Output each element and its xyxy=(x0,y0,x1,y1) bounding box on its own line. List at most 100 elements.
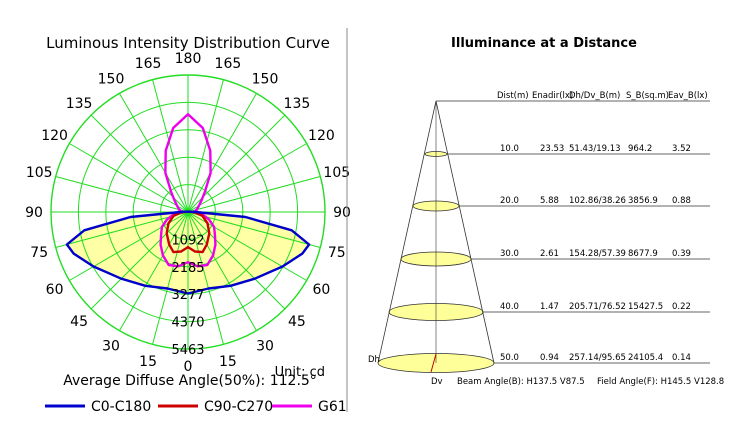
radial-tick-label: 1092 xyxy=(171,233,204,248)
table-cell: 154.28/57.39 xyxy=(569,249,626,259)
angle-tick-label: 30 xyxy=(256,338,274,354)
grid-spoke xyxy=(152,211,189,345)
table-cell: 30.0 xyxy=(500,249,519,259)
radial-tick-label: 3277 xyxy=(171,288,204,303)
angle-tick-label: 90 xyxy=(25,205,43,221)
angle-tick-label: 165 xyxy=(135,56,162,72)
table-column-header: Enadir(lx) xyxy=(532,91,573,101)
angle-tick-label: 150 xyxy=(252,72,279,88)
illuminance-table: Dist(m) Enadir(lx)Dh/Dv_B(m) S_B(sq.m) Eav_… xyxy=(368,91,724,387)
cone-edge-left xyxy=(377,100,437,364)
table-cell: 0.94 xyxy=(540,353,559,363)
angle-tick-label: 15 xyxy=(219,354,237,370)
radial-tick-label: 2185 xyxy=(171,261,204,276)
table-cell: 8677.9 xyxy=(628,249,658,259)
dh-label: Dh xyxy=(368,355,380,365)
grid-spoke xyxy=(119,93,189,213)
grid-spoke xyxy=(187,79,224,213)
table-cell: 23.53 xyxy=(540,144,564,154)
angle-tick-label: 75 xyxy=(30,245,48,261)
legend-label: G61 xyxy=(318,399,347,415)
grid-spoke xyxy=(55,211,189,248)
table-cell: 15427.5 xyxy=(628,302,663,312)
angle-tick-label: 150 xyxy=(98,72,125,88)
dv-label: Dv xyxy=(431,377,443,387)
table-cell: 5.88 xyxy=(540,196,559,206)
table-cell: 0.22 xyxy=(672,302,691,312)
table-cell: 40.0 xyxy=(500,302,519,312)
polar-chart-title: Luminous Intensity Distribution Curve xyxy=(46,34,330,52)
table-cell: 257.14/95.65 xyxy=(569,353,626,363)
angle-tick-label: 120 xyxy=(41,128,68,144)
table-cell: 0.14 xyxy=(672,353,691,363)
grid-spoke xyxy=(152,79,189,213)
grid-spoke xyxy=(187,143,307,213)
grid-spoke xyxy=(187,211,224,345)
grid-spoke xyxy=(69,143,189,213)
grid-spoke xyxy=(187,93,257,213)
angle-tick-label: 45 xyxy=(288,314,306,330)
radial-tick-label: 5463 xyxy=(171,343,204,358)
average-diffuse-angle: Average Diffuse Angle(50%): 112.5° xyxy=(63,373,317,389)
table-cell: 205.71/76.52 xyxy=(569,302,626,312)
angle-tick-label: 105 xyxy=(26,165,53,181)
table-cell: 50.0 xyxy=(500,353,519,363)
angle-tick-label: 135 xyxy=(66,96,93,112)
table-cell: 102.86/38.26 xyxy=(569,196,626,206)
polar-series-layer xyxy=(65,113,311,295)
grid-spoke xyxy=(187,211,257,331)
illuminance-title: Illuminance at a Distance xyxy=(451,36,637,51)
illuminance-panel: Illuminance at a Distance Dist(m) Enadir(… xyxy=(368,36,724,387)
legend-label: C90-C270 xyxy=(204,399,273,415)
table-cell: 3.52 xyxy=(672,144,691,154)
table-column-header: Dist(m) xyxy=(497,91,529,101)
table-cell: 1.47 xyxy=(540,302,559,312)
table-cell: 51.43/19.13 xyxy=(569,144,621,154)
table-cell: 2.61 xyxy=(540,249,559,259)
radial-tick-label: 4370 xyxy=(171,316,204,331)
table-cell: 20.0 xyxy=(500,196,519,206)
cone-edge-right xyxy=(435,100,495,364)
table-cell: 10.0 xyxy=(500,144,519,154)
table-column-header: Dh/Dv_B(m) xyxy=(569,91,620,101)
light-cone xyxy=(377,100,495,373)
table-cell: 24105.4 xyxy=(628,353,663,363)
polar-radial-labels: 1092 2185 3277 4370 5463 xyxy=(171,233,204,358)
polar-angle-labels: 180 1651501351201059075604530150153045607… xyxy=(25,51,351,375)
series-curve-g61 xyxy=(159,113,217,268)
field-angle-label: Field Angle(F): H145.5 V128.8 xyxy=(597,377,724,387)
table-cell: 3856.9 xyxy=(628,196,658,206)
angle-tick-label: 15 xyxy=(139,354,157,370)
table-column-header: S_B(sq.m) xyxy=(626,91,669,101)
angle-tick-label: 165 xyxy=(215,56,242,72)
angle-tick-label: 45 xyxy=(70,314,88,330)
grid-spoke xyxy=(90,211,189,310)
grid-spoke xyxy=(187,211,286,310)
grid-spoke xyxy=(119,211,189,331)
unit-label: Unit: cd xyxy=(275,365,325,380)
angle-tick-label: 180 xyxy=(175,51,202,67)
angle-tick-label: 105 xyxy=(323,165,350,181)
beam-angle-label: Beam Angle(B): H137.5 V87.5 xyxy=(457,377,585,387)
angle-tick-label: 60 xyxy=(312,282,330,298)
angle-tick-label: 135 xyxy=(284,96,311,112)
grid-spoke xyxy=(187,211,321,248)
angle-tick-label: 0 xyxy=(184,359,193,375)
series-curve-c0-c180 xyxy=(65,210,311,295)
dv-marker xyxy=(430,353,437,373)
angle-tick-label: 30 xyxy=(102,338,120,354)
angle-tick-label: 60 xyxy=(46,282,64,298)
grid-spoke xyxy=(55,176,189,213)
legend-label: C0-C180 xyxy=(91,399,151,415)
table-cell: 0.39 xyxy=(672,249,691,259)
angle-tick-label: 90 xyxy=(333,205,351,221)
angle-tick-label: 75 xyxy=(328,245,346,261)
polar-chart-panel: Luminous Intensity Distribution Curve 18… xyxy=(25,34,351,415)
polar-legend: C0-C180 C90-C270 G61 xyxy=(45,399,347,415)
grid-spoke xyxy=(187,176,321,213)
table-cell: 0.88 xyxy=(672,196,691,206)
table-cell: 964.2 xyxy=(628,144,652,154)
angle-tick-label: 120 xyxy=(308,128,335,144)
table-column-header: Eav_B(lx) xyxy=(668,91,708,101)
